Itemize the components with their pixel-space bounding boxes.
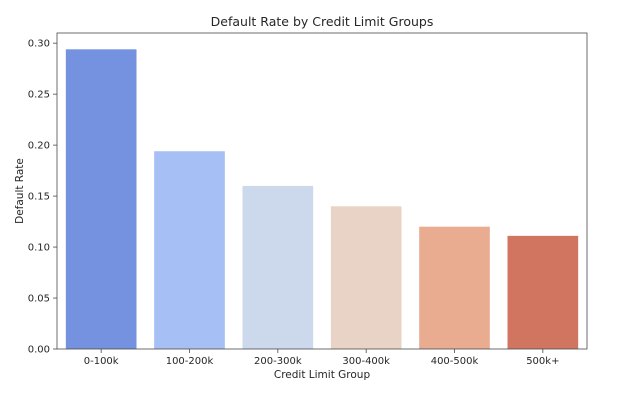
bars-group xyxy=(65,49,579,349)
y-tick-label: 0.15 xyxy=(28,192,50,203)
x-axis-ticks: 0-100k 100-200k 200-300k 300-400k 400-500k 50… xyxy=(84,349,559,367)
bar-200-300k xyxy=(242,185,314,349)
y-tick-label: 0.05 xyxy=(28,294,50,305)
bar-500k+ xyxy=(507,235,579,349)
bar-300-400k xyxy=(330,206,402,349)
y-tick-label: 0.30 xyxy=(28,39,50,50)
x-tick-label: 200-300k xyxy=(254,356,302,367)
bar-0-100k xyxy=(65,49,137,349)
y-axis-label: Default Rate xyxy=(14,158,26,224)
x-axis-label: Credit Limit Group xyxy=(274,369,371,381)
y-axis-ticks: 0.00 0.05 0.10 0.15 0.20 0.25 0.30 xyxy=(28,39,57,356)
y-tick-label: 0.00 xyxy=(28,345,50,356)
bar-100-200k xyxy=(154,151,225,349)
x-tick-label: 500k+ xyxy=(526,356,559,367)
chart-title: Default Rate by Credit Limit Groups xyxy=(211,14,434,29)
y-tick-label: 0.10 xyxy=(28,243,50,254)
y-tick-label: 0.20 xyxy=(28,141,50,152)
x-tick-label: 300-400k xyxy=(342,356,390,367)
x-tick-label: 400-500k xyxy=(431,356,479,367)
x-tick-label: 0-100k xyxy=(84,356,119,367)
bar-400-500k xyxy=(419,226,490,349)
x-tick-label: 100-200k xyxy=(166,356,214,367)
plot-frame xyxy=(56,32,588,350)
y-tick-label: 0.25 xyxy=(28,90,50,101)
